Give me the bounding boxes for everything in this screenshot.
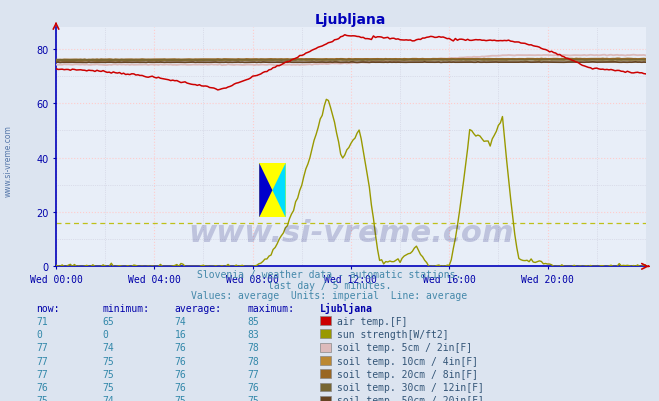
Text: 76: 76 <box>175 369 186 379</box>
Text: 75: 75 <box>247 395 259 401</box>
Text: average:: average: <box>175 303 221 313</box>
Text: soil temp. 5cm / 2in[F]: soil temp. 5cm / 2in[F] <box>337 342 472 352</box>
Text: soil temp. 30cm / 12in[F]: soil temp. 30cm / 12in[F] <box>337 382 484 392</box>
Text: air temp.[F]: air temp.[F] <box>337 316 407 326</box>
Text: 74: 74 <box>102 342 114 352</box>
Text: Values: average  Units: imperial  Line: average: Values: average Units: imperial Line: av… <box>191 290 468 300</box>
Text: 78: 78 <box>247 356 259 366</box>
Text: 16: 16 <box>175 329 186 339</box>
Text: 83: 83 <box>247 329 259 339</box>
Text: sun strength[W/ft2]: sun strength[W/ft2] <box>337 329 448 339</box>
Text: 74: 74 <box>102 395 114 401</box>
Text: 74: 74 <box>175 316 186 326</box>
Text: 0: 0 <box>36 329 42 339</box>
Polygon shape <box>259 164 272 218</box>
Text: 0: 0 <box>102 329 108 339</box>
Text: soil temp. 10cm / 4in[F]: soil temp. 10cm / 4in[F] <box>337 356 478 366</box>
Text: 76: 76 <box>36 382 48 392</box>
Text: Ljubljana: Ljubljana <box>320 302 372 313</box>
Text: soil temp. 50cm / 20in[F]: soil temp. 50cm / 20in[F] <box>337 395 484 401</box>
Text: 76: 76 <box>175 342 186 352</box>
Polygon shape <box>272 164 285 218</box>
Text: 77: 77 <box>247 369 259 379</box>
Text: last day / 5 minutes.: last day / 5 minutes. <box>268 280 391 290</box>
Text: 76: 76 <box>175 356 186 366</box>
Text: Slovenia / weather data - automatic stations.: Slovenia / weather data - automatic stat… <box>197 269 462 279</box>
Text: www.si-vreme.com: www.si-vreme.com <box>188 219 514 247</box>
Text: soil temp. 20cm / 8in[F]: soil temp. 20cm / 8in[F] <box>337 369 478 379</box>
Text: 75: 75 <box>102 356 114 366</box>
Text: 76: 76 <box>247 382 259 392</box>
Text: 65: 65 <box>102 316 114 326</box>
Text: 85: 85 <box>247 316 259 326</box>
Text: 78: 78 <box>247 342 259 352</box>
Text: 75: 75 <box>102 369 114 379</box>
Text: 71: 71 <box>36 316 48 326</box>
Text: 75: 75 <box>36 395 48 401</box>
Text: now:: now: <box>36 303 60 313</box>
Text: 75: 75 <box>175 395 186 401</box>
Title: Ljubljana: Ljubljana <box>315 13 387 27</box>
Text: 76: 76 <box>175 382 186 392</box>
Text: 77: 77 <box>36 342 48 352</box>
Text: 77: 77 <box>36 369 48 379</box>
Text: minimum:: minimum: <box>102 303 149 313</box>
Text: 77: 77 <box>36 356 48 366</box>
Text: maximum:: maximum: <box>247 303 294 313</box>
Text: www.si-vreme.com: www.si-vreme.com <box>3 125 13 196</box>
Text: 75: 75 <box>102 382 114 392</box>
